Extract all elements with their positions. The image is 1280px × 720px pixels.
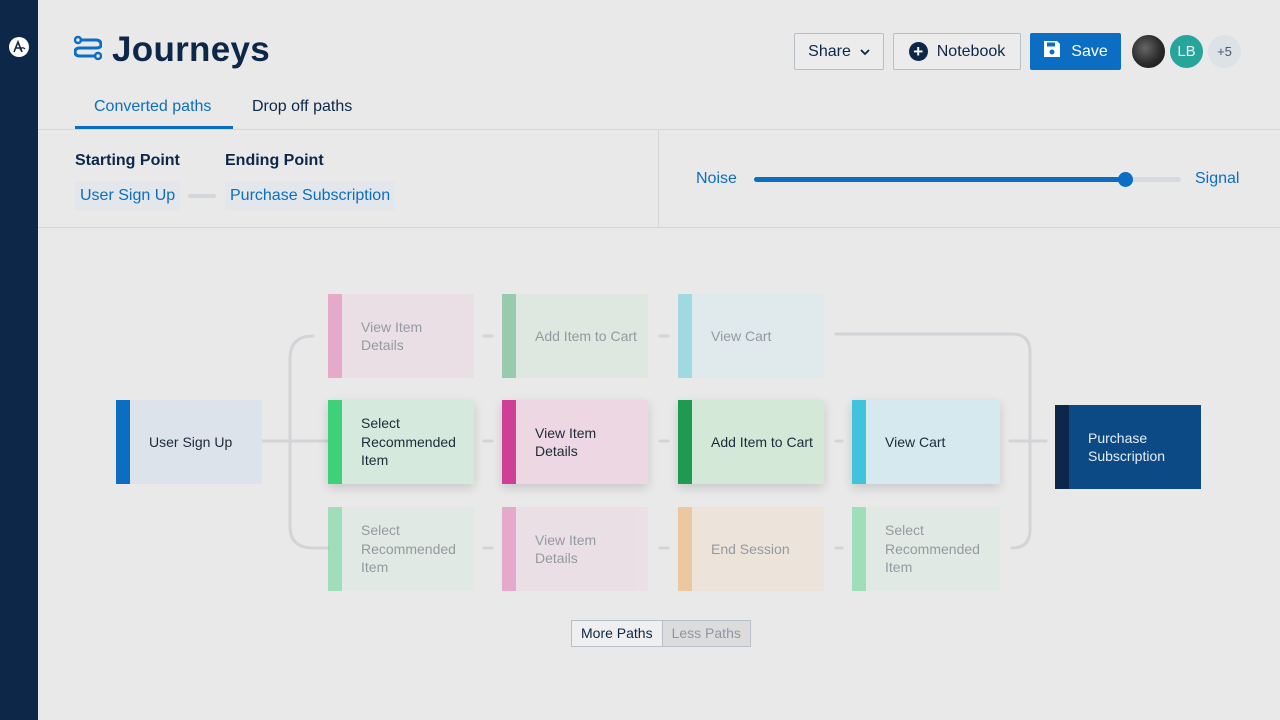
slider-fill <box>754 177 1126 182</box>
node-label: Select Recommended Item <box>885 522 980 576</box>
more-collaborators-badge[interactable]: +5 <box>1206 33 1243 70</box>
flow-step-node[interactable]: View Item Details <box>328 294 474 378</box>
node-label: Add Item to Cart <box>535 327 637 344</box>
node-color-bar <box>502 400 516 484</box>
add-notebook-button[interactable]: + Notebook <box>893 33 1021 70</box>
save-disk-icon <box>1043 40 1061 63</box>
notebook-button-label: Notebook <box>936 42 1006 60</box>
node-label: View Item Details <box>535 424 597 460</box>
noise-signal-slider[interactable] <box>754 172 1181 187</box>
active-tab-indicator <box>75 126 233 129</box>
node-color-bar <box>852 507 866 591</box>
chevron-down-icon <box>860 43 870 61</box>
starting-point-label: Starting Point <box>75 152 180 169</box>
node-label: End Session <box>711 540 790 557</box>
app-logo-icon[interactable] <box>9 37 29 57</box>
node-color-bar <box>852 400 866 484</box>
node-label: User Sign Up <box>149 433 233 450</box>
flow-step-node[interactable]: Select Recommended Item <box>852 507 1000 591</box>
flow-step-node[interactable]: Select Recommended Item <box>328 507 474 591</box>
node-color-bar <box>1055 405 1069 489</box>
flow-step-node[interactable]: Add Item to Cart <box>502 294 648 378</box>
flow-step-node[interactable]: Select Recommended Item <box>328 400 474 484</box>
node-label: View Item Details <box>535 531 597 567</box>
share-button[interactable]: Share <box>794 33 884 70</box>
filters-divider <box>658 130 659 228</box>
node-color-bar <box>678 400 692 484</box>
journeys-icon <box>73 34 103 67</box>
noise-label: Noise <box>696 170 737 187</box>
plus-circle-icon: + <box>908 42 928 61</box>
flow-start-node[interactable]: User Sign Up <box>116 400 262 484</box>
flow-step-node[interactable]: View Cart <box>852 400 1000 484</box>
ending-point-label: Ending Point <box>225 152 324 169</box>
more-paths-button[interactable]: More Paths <box>572 621 663 646</box>
flow-step-node[interactable]: View Item Details <box>502 400 648 484</box>
page-header: Journeys Share + Notebook Save LB +5 Con… <box>38 0 1280 130</box>
flow-step-node[interactable]: View Cart <box>678 294 824 378</box>
node-color-bar <box>678 294 692 378</box>
tab-drop-off-paths[interactable]: Drop off paths <box>252 98 353 115</box>
node-label: View Cart <box>885 433 946 450</box>
avatar[interactable] <box>1130 33 1167 70</box>
node-color-bar <box>328 294 342 378</box>
less-paths-button[interactable]: Less Paths <box>662 621 750 646</box>
node-label: Purchase Subscription <box>1088 429 1166 465</box>
node-label: Select Recommended Item <box>361 415 456 469</box>
paths-pager: More Paths Less Paths <box>571 620 751 647</box>
save-button[interactable]: Save <box>1030 33 1121 70</box>
node-color-bar <box>502 294 516 378</box>
slider-handle[interactable] <box>1118 172 1134 187</box>
node-label: View Item Details <box>361 318 423 354</box>
starting-point-chip[interactable]: User Sign Up <box>75 182 181 210</box>
tab-converted-paths[interactable]: Converted paths <box>94 98 212 115</box>
node-color-bar <box>328 507 342 591</box>
node-color-bar <box>328 400 342 484</box>
flow-step-node[interactable]: Add Item to Cart <box>678 400 824 484</box>
node-color-bar <box>502 507 516 591</box>
node-label: Select Recommended Item <box>361 522 456 576</box>
node-label: View Cart <box>711 327 772 344</box>
share-button-label: Share <box>808 42 851 60</box>
app-rail <box>0 0 38 720</box>
avatar-initials[interactable]: LB <box>1168 33 1205 70</box>
node-color-bar <box>678 507 692 591</box>
journey-filters: Starting Point Ending Point User Sign Up… <box>38 130 1280 228</box>
page-title: Journeys <box>112 30 271 69</box>
chip-connector <box>188 194 216 198</box>
ending-point-chip[interactable]: Purchase Subscription <box>225 182 396 210</box>
node-label: Add Item to Cart <box>711 433 813 450</box>
flow-step-node[interactable]: View Item Details <box>502 507 648 591</box>
flow-end-node[interactable]: Purchase Subscription <box>1055 405 1201 489</box>
save-button-label: Save <box>1071 42 1108 60</box>
node-color-bar <box>116 400 130 484</box>
signal-label: Signal <box>1195 170 1240 187</box>
flow-step-node[interactable]: End Session <box>678 507 824 591</box>
page-title-group: Journeys <box>73 30 271 70</box>
